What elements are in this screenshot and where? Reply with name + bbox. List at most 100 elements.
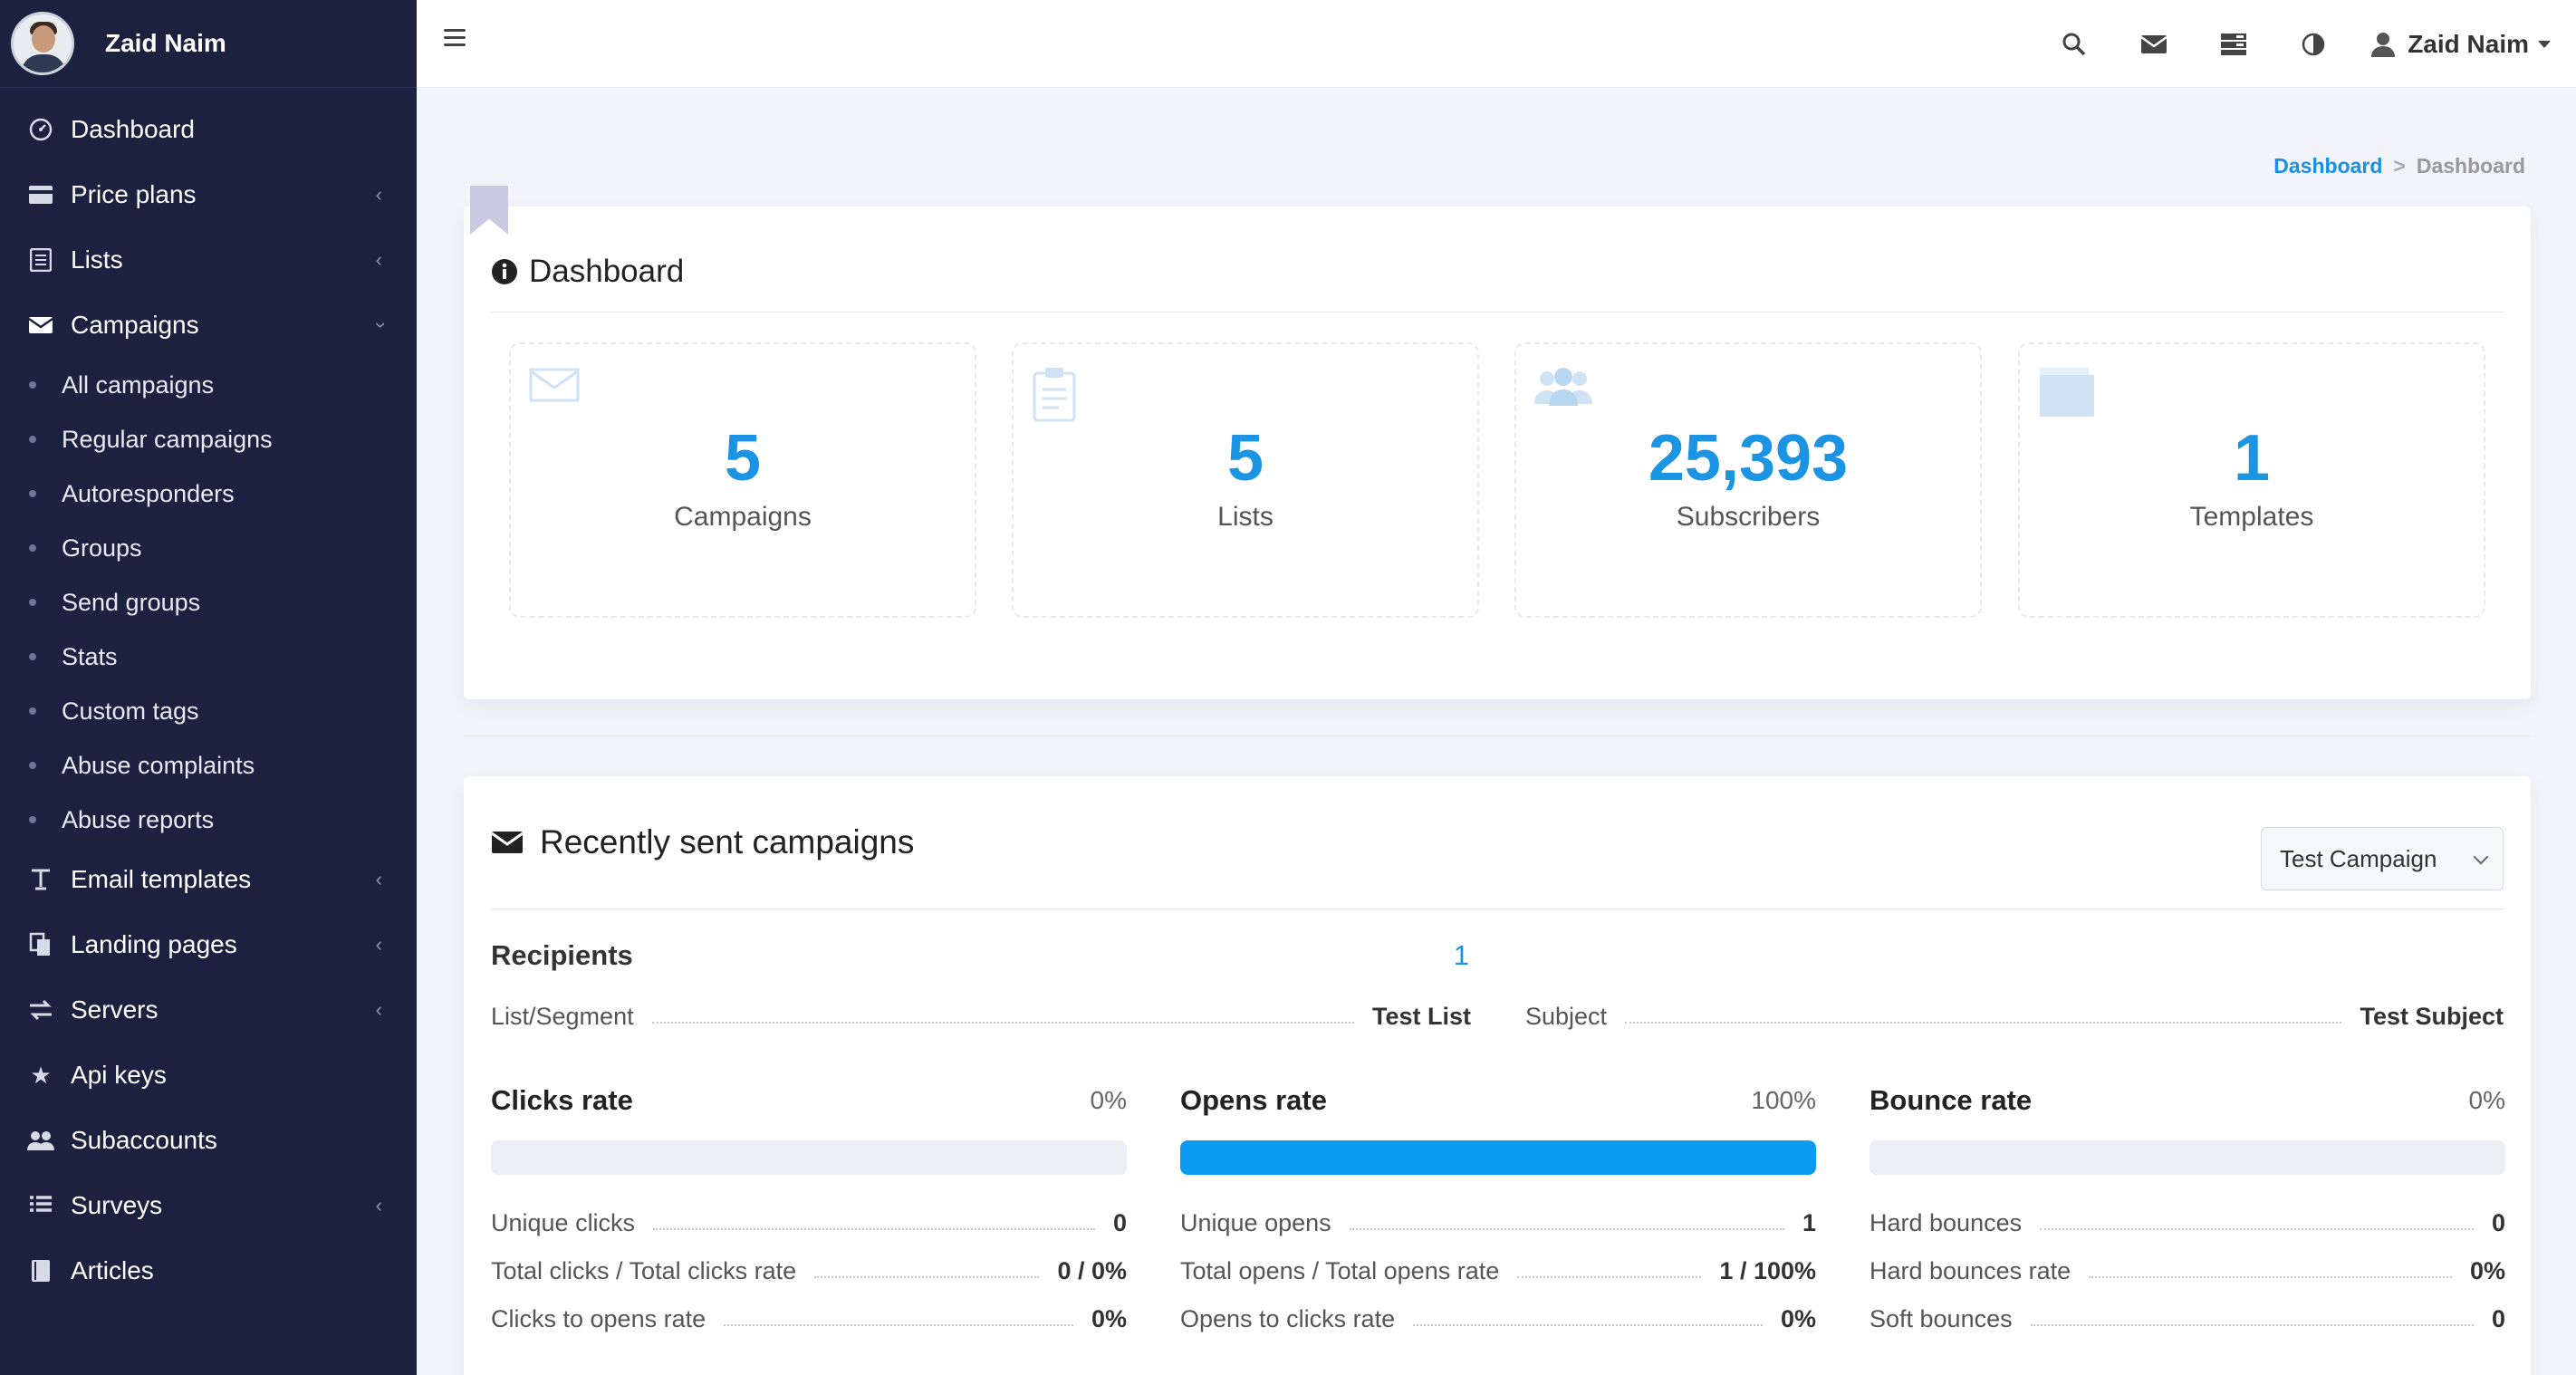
subnav-item-all-campaigns[interactable]: All campaigns: [0, 358, 417, 412]
stat-row: Unique clicks 0: [491, 1209, 1127, 1236]
sidebar-item-articles[interactable]: Articles: [0, 1238, 417, 1303]
subnav-item-regular-campaigns[interactable]: Regular campaigns: [0, 412, 417, 466]
sidebar-item-api-keys[interactable]: ★ Api keys: [0, 1043, 417, 1108]
breadcrumb-current: Dashboard: [2416, 154, 2525, 178]
stat-row: Soft bounces 0: [1870, 1305, 2505, 1332]
sidebar-user[interactable]: Zaid Naim: [0, 0, 417, 88]
subnav-item-autoresponders[interactable]: Autoresponders: [0, 466, 417, 521]
progress-bar: [1870, 1140, 2505, 1175]
stat-row: Total clicks / Total clicks rate 0 / 0%: [491, 1257, 1127, 1284]
dashboard-card-title: Dashboard: [491, 254, 684, 290]
sidebar-item-subaccounts[interactable]: Subaccounts: [0, 1108, 417, 1173]
sidebar-item-label: Articles: [71, 1256, 154, 1284]
subnav-item-stats[interactable]: Stats: [0, 630, 417, 684]
sidebar-item-label: Email templates: [71, 865, 252, 893]
list-icon: [25, 248, 56, 272]
progress-bar: [491, 1140, 1127, 1175]
sidebar-item-lists[interactable]: Lists ‹: [0, 227, 417, 293]
chevron-left-icon: ‹: [375, 933, 382, 956]
folder-icon: [2038, 366, 2096, 423]
sidebar-item-landing-pages[interactable]: Landing pages ‹: [0, 912, 417, 977]
search-icon[interactable]: [2034, 0, 2114, 88]
avatar: [11, 12, 74, 75]
sidebar-item-label: Dashboard: [71, 115, 195, 143]
sidebar-username: Zaid Naim: [105, 29, 226, 57]
users-icon: [25, 1130, 56, 1151]
subject-label: Subject: [1525, 1003, 1608, 1030]
clicks-rate-panel: Clicks rate 0% Unique clicks 0 Total clic…: [491, 1084, 1127, 1353]
subject-value: Test Subject: [2360, 1003, 2504, 1030]
opens-rate-panel: Opens rate 100% Unique opens 1 Total open…: [1180, 1084, 1816, 1353]
star-icon: ★: [30, 1061, 52, 1089]
sidebar-item-price-plans[interactable]: Price plans ‹: [0, 162, 417, 227]
stat-row: Hard bounces 0: [1870, 1209, 2505, 1236]
stat-label: Lists: [1217, 502, 1274, 532]
user-menu[interactable]: Zaid Naim: [2353, 0, 2576, 88]
users-group-icon: [1534, 366, 1592, 410]
rate-percent: 100%: [1751, 1086, 1816, 1114]
breadcrumb: Dashboard > Dashboard: [2273, 154, 2525, 178]
stat-value: 25,393: [1648, 422, 1849, 495]
pages-icon: [25, 932, 56, 957]
stat-value: 5: [724, 422, 762, 495]
envelope-icon: [491, 830, 524, 855]
user-menu-name: Zaid Naim: [2408, 29, 2529, 58]
chevron-left-icon: ‹: [375, 868, 382, 890]
stat-row: Opens to clicks rate 0%: [1180, 1305, 1816, 1332]
sidebar-item-label: Servers: [71, 995, 159, 1024]
campaigns-subnav: All campaigns Regular campaigns Autoresp…: [0, 358, 417, 847]
stat-row: Hard bounces rate 0%: [1870, 1257, 2505, 1284]
sidebar-item-surveys[interactable]: Surveys ‹: [0, 1173, 417, 1238]
hamburger-menu-icon[interactable]: [444, 29, 466, 47]
sidebar-item-campaigns[interactable]: Campaigns ‹: [0, 293, 417, 358]
stat-label: Templates: [2189, 502, 2314, 532]
subnav-item-abuse-reports[interactable]: Abuse reports: [0, 793, 417, 847]
recent-campaigns-card: Recently sent campaigns Test Campaign Re…: [464, 776, 2531, 1375]
stat-lists[interactable]: 5 Lists: [1012, 342, 1479, 618]
stat-templates[interactable]: 1 Templates: [2018, 342, 2485, 618]
server-icon[interactable]: [2194, 0, 2273, 88]
sidebar-item-label: Price plans: [71, 180, 197, 208]
breadcrumb-separator: >: [2393, 154, 2406, 178]
subnav-item-abuse-complaints[interactable]: Abuse complaints: [0, 738, 417, 793]
subnav-item-groups[interactable]: Groups: [0, 521, 417, 575]
stat-subscribers[interactable]: 25,393 Subscribers: [1514, 342, 1982, 618]
recipients-row: Recipients 1: [491, 939, 1469, 972]
chevron-left-icon: ‹: [375, 183, 382, 206]
subnav-item-custom-tags[interactable]: Custom tags: [0, 684, 417, 738]
chevron-left-icon: ‹: [375, 248, 382, 271]
rate-percent: 0%: [1090, 1086, 1127, 1114]
recipients-value: 1: [1453, 939, 1469, 971]
messages-icon[interactable]: [2114, 0, 2194, 88]
list-icon: [25, 1195, 56, 1216]
chevron-down-icon: ‹: [367, 322, 390, 329]
transfer-icon: [25, 999, 56, 1021]
user-icon: [2371, 32, 2396, 57]
envelope-icon: [25, 315, 56, 335]
stat-row: Unique opens 1: [1180, 1209, 1816, 1236]
sidebar-item-label: Landing pages: [71, 930, 237, 958]
book-icon: [25, 1259, 56, 1283]
subject-row: Subject Test Subject: [1525, 1003, 2504, 1031]
chevron-left-icon: ‹: [375, 1194, 382, 1216]
dashboard-icon: [25, 118, 56, 141]
sidebar-item-dashboard[interactable]: Dashboard: [0, 97, 417, 162]
campaign-select[interactable]: Test Campaign: [2261, 827, 2504, 890]
text-icon: [25, 868, 56, 891]
sidebar-item-servers[interactable]: Servers ‹: [0, 977, 417, 1043]
clipboard-icon: [1032, 366, 1077, 427]
stat-campaigns[interactable]: 5 Campaigns: [509, 342, 976, 618]
sidebar-item-label: Lists: [71, 245, 123, 274]
sidebar-item-label: Campaigns: [71, 311, 199, 339]
bounce-rate-panel: Bounce rate 0% Hard bounces 0 Hard bounce…: [1870, 1084, 2505, 1353]
recent-campaigns-title: Recently sent campaigns: [491, 823, 914, 861]
sidebar-item-label: Surveys: [71, 1191, 163, 1219]
sidebar-item-email-templates[interactable]: Email templates ‹: [0, 847, 417, 912]
rate-percent: 0%: [2468, 1086, 2505, 1114]
breadcrumb-link-dashboard[interactable]: Dashboard: [2273, 154, 2383, 178]
contrast-icon[interactable]: [2273, 0, 2353, 88]
list-segment-label: List/Segment: [491, 1003, 634, 1030]
list-segment-row: List/Segment Test List: [491, 1003, 1471, 1031]
subnav-item-send-groups[interactable]: Send groups: [0, 575, 417, 630]
dashboard-card: Dashboard 5 Campaigns 5 Lists 25,393 Sub…: [464, 207, 2531, 699]
